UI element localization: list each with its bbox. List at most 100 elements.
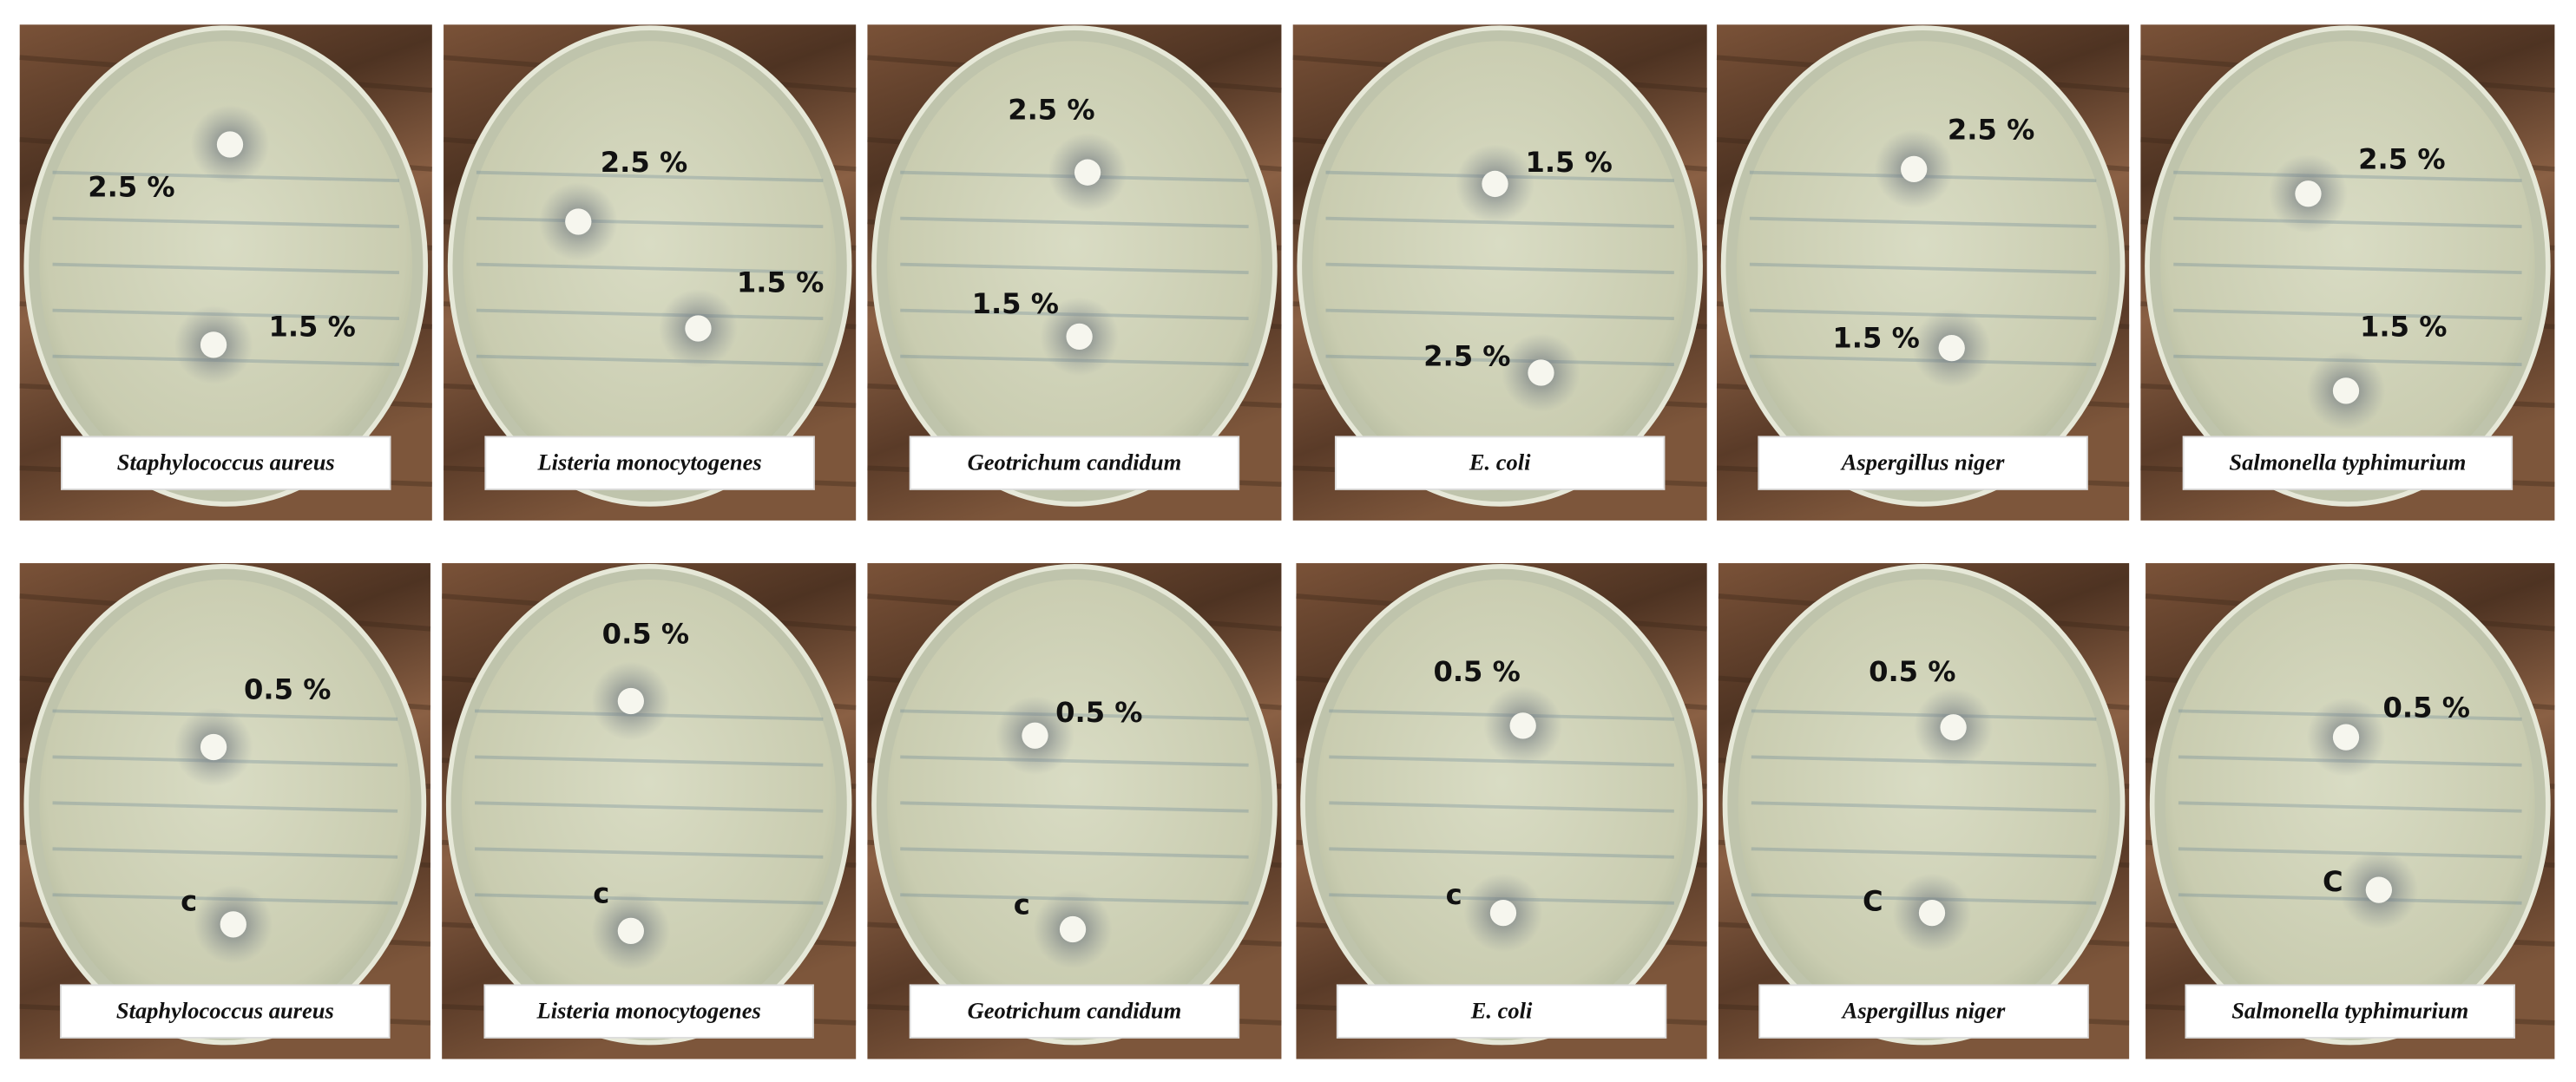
concentration-label: 1.5 % — [972, 287, 1059, 320]
organism-label: E. coli — [1470, 998, 1533, 1024]
concentration-label: 1.5 % — [268, 310, 355, 343]
concentration-label: 0.5 % — [1055, 696, 1142, 729]
label-box — [1758, 984, 2089, 1039]
panel: 2.5 % 1.5 % Aspergillus niger — [1716, 24, 2130, 521]
paper-disc — [1074, 159, 1101, 186]
agar — [39, 579, 411, 1030]
label-box — [483, 984, 814, 1039]
paper-disc — [1509, 712, 1536, 739]
panel: 1.5 % 2.5 % E. coli — [1292, 24, 1707, 521]
label-box — [2182, 436, 2514, 490]
paper-disc — [2295, 180, 2322, 207]
marker-line — [1751, 801, 2097, 813]
marker-line — [476, 216, 824, 229]
concentration-label: c — [1014, 889, 1030, 921]
paper-disc — [200, 331, 227, 358]
label-box — [61, 436, 391, 490]
paper-disc — [216, 131, 244, 158]
marker-line — [1749, 216, 2097, 229]
marker-line — [1325, 354, 1674, 366]
label-box — [60, 984, 391, 1039]
marker-line — [900, 847, 1249, 859]
concentration-label: 0.5 % — [2383, 691, 2470, 724]
marker-line — [52, 801, 398, 813]
concentration-label: 0.5 % — [1433, 655, 1520, 688]
marker-line — [52, 216, 400, 229]
organism-label: Listeria monocytogenes — [537, 449, 762, 475]
agar — [2160, 41, 2535, 491]
paper-disc — [2332, 377, 2360, 404]
label-box — [2185, 984, 2515, 1039]
paper-disc — [617, 687, 644, 715]
label-box — [1334, 436, 1666, 490]
concentration-label: 2.5 % — [1423, 340, 1510, 373]
marker-line — [1749, 262, 2097, 275]
marker-line — [1329, 801, 1674, 813]
marker-line — [1751, 755, 2097, 767]
organism-label: Listeria monocytogenes — [536, 998, 761, 1024]
label-box — [1336, 984, 1667, 1039]
concentration-label: 2.5 % — [601, 146, 687, 179]
marker-line — [1325, 262, 1674, 275]
agar — [461, 579, 837, 1030]
marker-line — [52, 262, 400, 275]
marker-line — [2173, 216, 2522, 229]
organism-label: E. coli — [1469, 449, 1531, 475]
concentration-label: 1.5 % — [1832, 322, 1919, 355]
organism-label: Geotrichum candidum — [968, 998, 1182, 1024]
concentration-label: c — [181, 885, 197, 918]
marker-line — [900, 801, 1249, 813]
concentration-label: 0.5 % — [244, 673, 331, 706]
paper-disc — [1938, 335, 1965, 362]
label-box — [909, 984, 1240, 1039]
paper-disc — [1901, 155, 1928, 183]
panel: 0.5 % c Staphylococcus aureus — [19, 563, 431, 1059]
marker-line — [900, 216, 1249, 229]
marker-line — [474, 847, 824, 859]
marker-line — [474, 755, 824, 767]
marker-line — [2178, 801, 2522, 813]
marker-line — [476, 170, 824, 183]
marker-line — [52, 847, 398, 859]
marker-line — [2178, 847, 2522, 859]
concentration-label: c — [593, 876, 609, 909]
label-box — [909, 436, 1240, 490]
marker-line — [474, 801, 824, 813]
agar — [887, 41, 1262, 491]
marker-line — [2173, 308, 2522, 320]
marker-line — [476, 354, 824, 366]
panel: 2.5 % 1.5 % Staphylococcus aureus — [19, 24, 433, 521]
paper-disc — [1940, 714, 1967, 741]
concentration-label: c — [1446, 878, 1462, 911]
marker-line — [900, 755, 1249, 767]
concentration-label: 0.5 % — [602, 617, 689, 650]
panel: 2.5 % 1.5 % Geotrichum candidum — [867, 24, 1282, 521]
panel: 2.5 % 1.5 % Listeria monocytogenes — [443, 24, 857, 521]
panel: 2.5 % 1.5 % Salmonella typhimurium — [2140, 24, 2555, 521]
marker-line — [1329, 847, 1674, 859]
concentration-label: 2.5 % — [88, 171, 174, 204]
concentration-label: 1.5 % — [1525, 146, 1612, 179]
marker-line — [2173, 262, 2522, 275]
agar — [1312, 41, 1687, 491]
panel: 0.5 % c E. coli — [1296, 563, 1707, 1059]
paper-disc — [200, 733, 227, 761]
organism-label: Salmonella typhimurium — [2229, 449, 2466, 475]
label-box — [1758, 436, 2088, 490]
marker-line — [900, 262, 1249, 275]
panel: 0.5 % c Geotrichum candidum — [867, 563, 1282, 1059]
agar — [463, 41, 837, 491]
organism-label: Staphylococcus aureus — [117, 449, 335, 475]
concentration-label: 1.5 % — [737, 266, 824, 298]
concentration-label: 0.5 % — [1869, 655, 1955, 688]
paper-disc — [1528, 359, 1554, 386]
paper-disc — [685, 315, 712, 342]
paper-disc — [2365, 876, 2392, 903]
marker-line — [900, 709, 1249, 721]
agar — [39, 41, 413, 491]
concentration-label: 2.5 % — [1008, 94, 1094, 127]
marker-line — [2173, 170, 2522, 183]
concentration-label: C — [1863, 885, 1883, 918]
marker-line — [476, 262, 824, 275]
agar — [1736, 41, 2110, 491]
